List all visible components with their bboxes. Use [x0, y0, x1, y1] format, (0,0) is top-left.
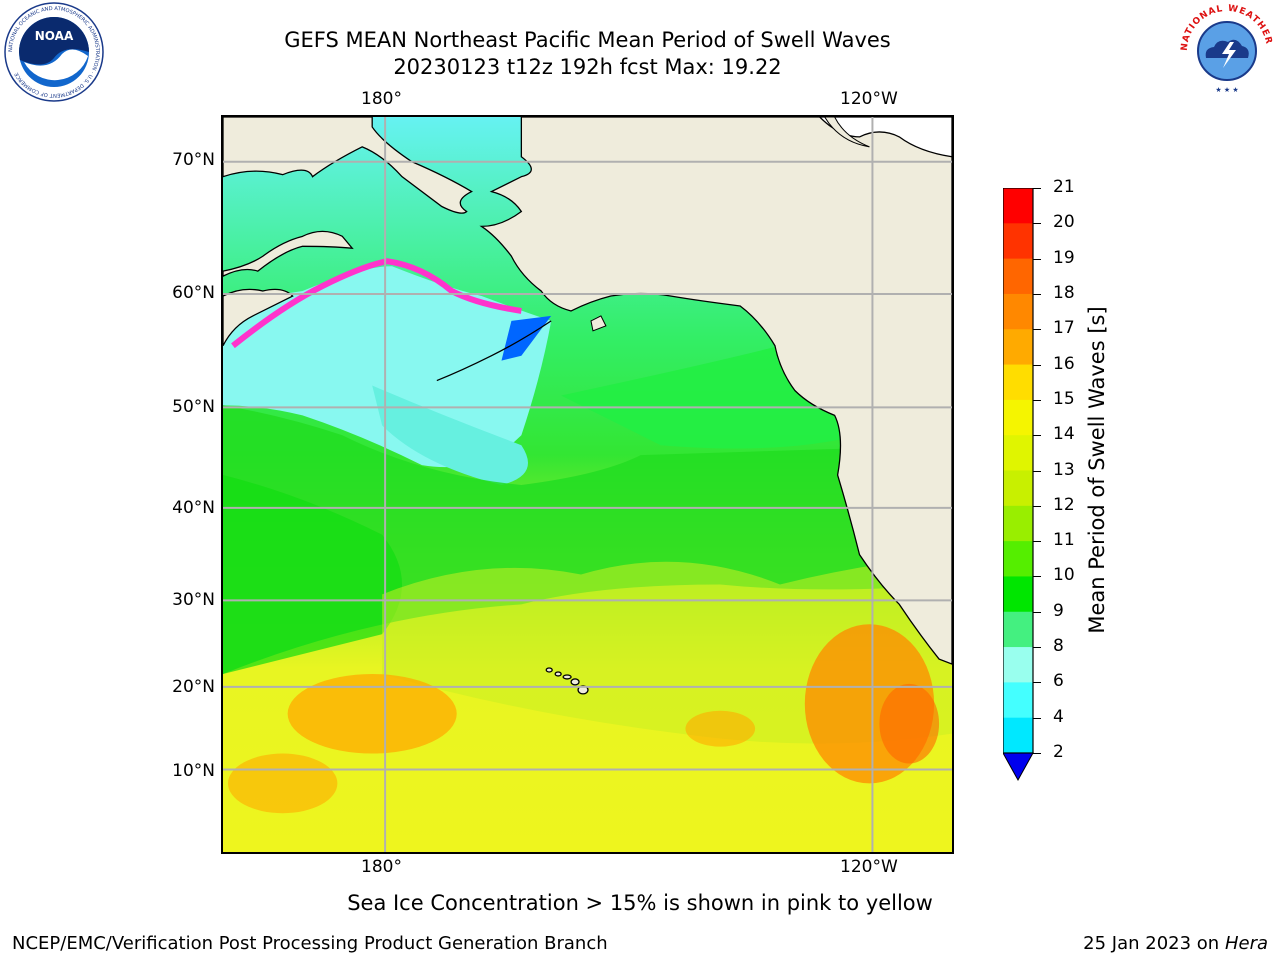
colorbar-extend-arrow — [1003, 752, 1034, 782]
footer-date: 25 Jan 2023 on Hera — [1083, 933, 1268, 954]
colorbar-cell — [1003, 717, 1033, 754]
svg-text:★ ★ ★: ★ ★ ★ — [1215, 86, 1238, 94]
colorbar-label: Mean Period of Swell Waves [s] — [1085, 306, 1109, 634]
lat-label-50n: 50°N — [172, 397, 215, 417]
colorbar-cell — [1003, 541, 1033, 577]
colorbar-tick — [1033, 470, 1041, 472]
colorbar-tick-label: 9 — [1053, 600, 1064, 621]
cyan-region — [223, 266, 552, 468]
colorbar-tick-label: 21 — [1053, 177, 1075, 197]
colorbar-cell — [1003, 293, 1033, 330]
colorbar-tick — [1033, 682, 1041, 684]
colorbar-tick-label: 13 — [1053, 459, 1075, 480]
colorbar-cell — [1003, 682, 1033, 719]
colorbar-tick-label: 2 — [1053, 742, 1064, 762]
colorbar-tick — [1033, 399, 1041, 401]
colorbar-tick-label: 10 — [1053, 565, 1075, 586]
lon-label-top-180: 180° — [361, 89, 402, 109]
sea-ice-edge — [231, 258, 522, 349]
colorbar-cell — [1003, 223, 1033, 260]
colorbar-tick-label: 19 — [1053, 247, 1075, 268]
colorbar-tick-label: 12 — [1053, 494, 1075, 515]
asia-land — [223, 117, 473, 214]
colorbar-tick — [1033, 541, 1041, 543]
colorbar-cell — [1003, 435, 1033, 471]
lon-label-bottom-180: 180° — [361, 857, 402, 877]
colorbar-tick — [1033, 505, 1041, 507]
colorbar-tick-label: 15 — [1053, 388, 1075, 409]
nws-logo: NATIONAL WEATHER SERVICE ★ ★ ★ — [1176, 2, 1274, 98]
colorbar-tick — [1033, 223, 1041, 225]
cook-inlet-low — [501, 315, 552, 361]
colorbar-tick-label: 20 — [1053, 212, 1075, 233]
colorbar-cell — [1003, 470, 1033, 507]
footer-credit: NCEP/EMC/Verification Post Processing Pr… — [12, 933, 608, 954]
colorbar-tick — [1033, 647, 1041, 649]
colorbar-cell — [1003, 576, 1033, 613]
colorbar-cell — [1003, 188, 1033, 224]
lon-label-top-120w: 120°W — [840, 89, 898, 109]
colorbar-tick — [1033, 329, 1041, 331]
map-title: GEFS MEAN Northeast Pacific Mean Period … — [284, 28, 891, 52]
colorbar-cell — [1003, 647, 1033, 683]
lat-label-30n: 30°N — [172, 590, 215, 610]
colorbar-cell — [1003, 505, 1033, 542]
colorbar-tick — [1033, 435, 1041, 437]
sea-ice-note: Sea Ice Concentration > 15% is shown in … — [347, 891, 933, 915]
swell-period-map — [221, 115, 954, 854]
lat-label-60n: 60°N — [172, 283, 215, 303]
lat-label-10n: 10°N — [172, 761, 215, 781]
colorbar-tick — [1033, 717, 1041, 719]
lat-label-40n: 40°N — [172, 498, 215, 518]
colorbar — [1003, 188, 1034, 782]
colorbar-tick — [1033, 753, 1041, 754]
colorbar-tick-label: 8 — [1053, 636, 1064, 657]
colorbar-cell — [1003, 329, 1033, 366]
colorbar-tick — [1033, 364, 1041, 366]
colorbar-tick — [1033, 576, 1041, 578]
gridlines — [223, 117, 952, 852]
colorbar-tick-label: 4 — [1053, 706, 1064, 727]
colorbar-tick-label: 6 — [1053, 671, 1064, 692]
colorbar-tick-label: 14 — [1053, 424, 1075, 445]
lat-label-70n: 70°N — [172, 150, 215, 170]
colorbar-tick — [1033, 188, 1041, 189]
colorbar-tick-label: 16 — [1053, 353, 1075, 374]
colorbar-tick — [1033, 293, 1041, 295]
svg-text:NOAA: NOAA — [35, 29, 74, 43]
lon-label-bottom-120w: 120°W — [840, 857, 898, 877]
colorbar-tick-label: 17 — [1053, 318, 1075, 339]
footer-host: Hera — [1224, 933, 1268, 954]
colorbar-cell — [1003, 364, 1033, 401]
colorbar-tick — [1033, 611, 1041, 613]
colorbar-tick-label: 11 — [1053, 530, 1075, 551]
colorbar-cell — [1003, 258, 1033, 295]
colorbar-tick — [1033, 258, 1041, 260]
colorbar-cell — [1003, 399, 1033, 436]
map-subtitle: 20230123 t12z 192h fcst Max: 19.22 — [393, 55, 782, 79]
colorbar-cell — [1003, 611, 1033, 648]
noaa-logo: NATIONAL OCEANIC AND ATMOSPHERIC ADMINIS… — [4, 2, 104, 102]
lat-label-20n: 20°N — [172, 677, 215, 697]
colorbar-tick-label: 18 — [1053, 282, 1075, 303]
